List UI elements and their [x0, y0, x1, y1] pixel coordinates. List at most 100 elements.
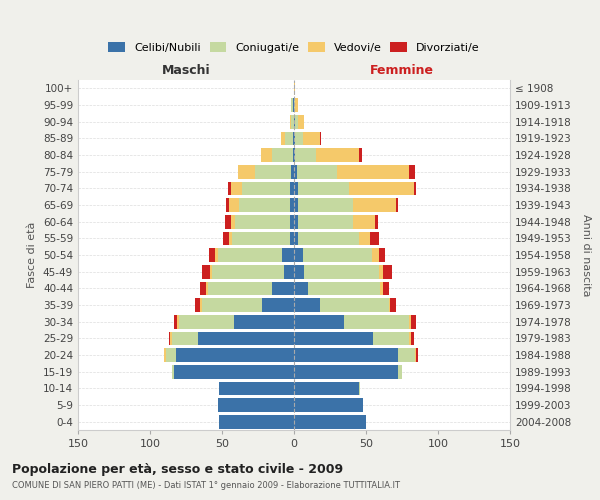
- Bar: [290, 232, 294, 245]
- Bar: [409, 165, 415, 178]
- Bar: [294, 415, 366, 428]
- Bar: [409, 332, 410, 345]
- Bar: [294, 165, 297, 178]
- Bar: [164, 348, 166, 362]
- Bar: [295, 115, 298, 128]
- Bar: [233, 315, 294, 328]
- Text: Maschi: Maschi: [161, 64, 211, 76]
- Bar: [359, 232, 370, 245]
- Bar: [294, 265, 304, 278]
- Bar: [413, 182, 416, 195]
- Bar: [409, 315, 410, 328]
- Bar: [172, 365, 175, 378]
- Bar: [337, 165, 409, 178]
- Bar: [294, 248, 302, 262]
- Bar: [175, 365, 294, 378]
- Bar: [228, 182, 230, 195]
- Bar: [295, 98, 298, 112]
- Bar: [353, 215, 374, 228]
- Bar: [235, 215, 290, 228]
- Bar: [229, 198, 239, 212]
- Bar: [294, 382, 359, 395]
- Bar: [200, 298, 202, 312]
- Bar: [294, 365, 398, 378]
- Bar: [175, 315, 178, 328]
- Bar: [179, 315, 233, 328]
- Bar: [302, 132, 320, 145]
- Bar: [212, 265, 284, 278]
- Bar: [294, 198, 298, 212]
- Bar: [359, 382, 360, 395]
- Bar: [230, 182, 242, 195]
- Bar: [290, 182, 294, 195]
- Bar: [294, 348, 398, 362]
- Bar: [298, 198, 353, 212]
- Bar: [415, 348, 416, 362]
- Bar: [383, 282, 389, 295]
- Bar: [298, 115, 304, 128]
- Bar: [294, 282, 308, 295]
- Bar: [166, 348, 176, 362]
- Bar: [294, 82, 295, 95]
- Bar: [286, 132, 293, 145]
- Bar: [202, 298, 262, 312]
- Bar: [389, 298, 391, 312]
- Bar: [320, 298, 389, 312]
- Bar: [383, 265, 392, 278]
- Bar: [218, 398, 294, 412]
- Bar: [169, 332, 170, 345]
- Bar: [359, 148, 362, 162]
- Bar: [208, 282, 272, 295]
- Bar: [294, 98, 295, 112]
- Bar: [294, 315, 344, 328]
- Bar: [211, 265, 212, 278]
- Bar: [304, 265, 379, 278]
- Bar: [374, 215, 377, 228]
- Bar: [294, 398, 363, 412]
- Bar: [272, 148, 293, 162]
- Bar: [298, 215, 353, 228]
- Bar: [380, 282, 383, 295]
- Bar: [293, 148, 294, 162]
- Bar: [219, 382, 294, 395]
- Bar: [294, 132, 295, 145]
- Bar: [239, 198, 290, 212]
- Bar: [261, 148, 272, 162]
- Bar: [294, 332, 373, 345]
- Bar: [302, 248, 372, 262]
- Bar: [320, 132, 322, 145]
- Bar: [308, 282, 380, 295]
- Bar: [172, 332, 197, 345]
- Bar: [255, 165, 291, 178]
- Bar: [170, 332, 172, 345]
- Bar: [410, 315, 416, 328]
- Bar: [370, 232, 379, 245]
- Bar: [291, 165, 294, 178]
- Bar: [298, 232, 359, 245]
- Bar: [290, 215, 294, 228]
- Bar: [353, 198, 396, 212]
- Bar: [316, 148, 359, 162]
- Bar: [284, 265, 294, 278]
- Bar: [349, 182, 413, 195]
- Bar: [293, 98, 294, 112]
- Bar: [225, 215, 230, 228]
- Text: Popolazione per età, sesso e stato civile - 2009: Popolazione per età, sesso e stato civil…: [12, 462, 343, 475]
- Bar: [294, 298, 320, 312]
- Bar: [344, 315, 409, 328]
- Bar: [396, 198, 398, 212]
- Bar: [297, 165, 337, 178]
- Bar: [290, 198, 294, 212]
- Bar: [178, 315, 179, 328]
- Bar: [295, 148, 316, 162]
- Bar: [391, 298, 396, 312]
- Bar: [291, 98, 293, 112]
- Legend: Celibi/Nubili, Coniugati/e, Vedovi/e, Divorziati/e: Celibi/Nubili, Coniugati/e, Vedovi/e, Di…: [106, 40, 482, 56]
- Bar: [262, 298, 294, 312]
- Bar: [293, 132, 294, 145]
- Bar: [398, 365, 402, 378]
- Bar: [206, 282, 208, 295]
- Bar: [416, 348, 418, 362]
- Bar: [194, 298, 200, 312]
- Bar: [379, 248, 385, 262]
